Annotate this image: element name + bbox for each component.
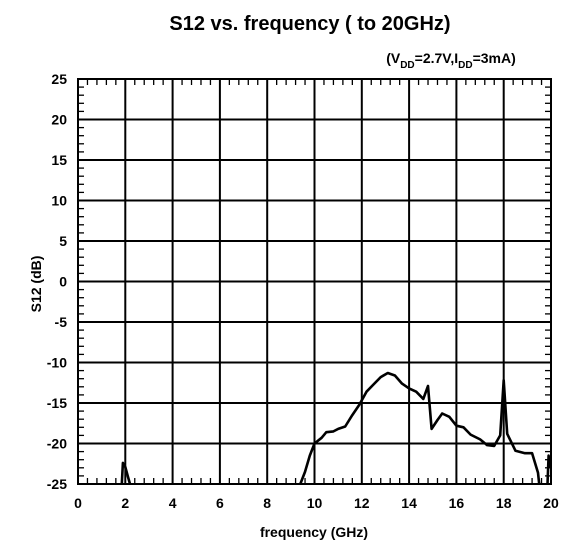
x-tick-label: 6	[216, 495, 224, 511]
s12-series-line	[120, 461, 132, 485]
subtitle-idd-subscript: DD	[458, 60, 472, 71]
y-tick-label: -15	[47, 395, 67, 411]
y-tick-labels: 25 20 15 10 5 0 -5 -10 -15 -20 -25	[47, 71, 67, 492]
x-axis-label: frequency (GHz)	[260, 524, 368, 540]
subtitle-close: =3mA)	[473, 50, 516, 66]
y-tick-label: 25	[51, 71, 67, 87]
y-tick-label: -20	[47, 436, 67, 452]
x-tick-label: 0	[74, 495, 82, 511]
subtitle-mid: =2.7V,I	[415, 50, 458, 66]
y-tick-label: 0	[59, 274, 67, 290]
plot-frame	[77, 78, 552, 485]
y-tick-label: 10	[51, 193, 67, 209]
y-tick-label: -10	[47, 355, 67, 371]
y-axis-label: S12 (dB)	[28, 256, 44, 313]
chart-subtitle: (VDD=2.7V,IDD=3mA)	[386, 50, 516, 71]
s12-series-line	[546, 454, 552, 485]
x-tick-labels: 0 2 4 6 8 10 12 14 16 18 20	[74, 495, 559, 511]
x-tick-label: 14	[401, 495, 417, 511]
x-tick-label: 16	[449, 495, 465, 511]
subtitle-open: (V	[386, 50, 401, 66]
x-tick-label: 8	[263, 495, 271, 511]
x-tick-label: 4	[169, 495, 177, 511]
x-tick-label: 2	[121, 495, 129, 511]
grid	[78, 79, 551, 484]
subtitle-vdd-subscript: DD	[400, 60, 414, 71]
y-tick-label: 5	[59, 233, 67, 249]
x-tick-label: 20	[543, 495, 559, 511]
x-tick-label: 12	[354, 495, 370, 511]
s12-series-line	[299, 371, 541, 485]
y-tick-label: 15	[51, 152, 67, 168]
y-tick-label: -25	[47, 476, 67, 492]
y-tick-label: -5	[55, 314, 68, 330]
y-tick-label: 20	[51, 112, 67, 128]
x-tick-label: 10	[307, 495, 323, 511]
x-tick-label: 18	[496, 495, 512, 511]
series-layer	[120, 371, 552, 485]
chart-title: S12 vs. frequency ( to 20GHz)	[169, 13, 450, 35]
